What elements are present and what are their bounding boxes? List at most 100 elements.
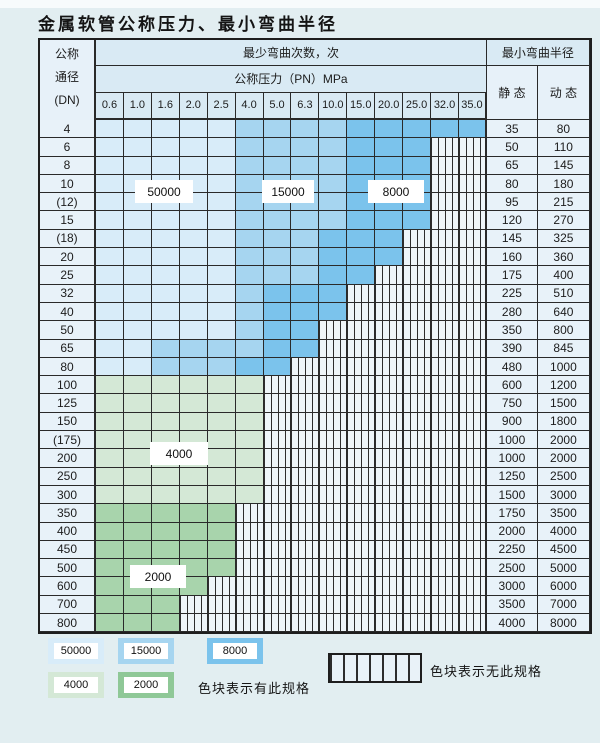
top-strip bbox=[0, 0, 600, 8]
spec-cell-50000 bbox=[151, 211, 180, 230]
static-radius-cell: 1500 bbox=[486, 485, 538, 505]
spec-cell-50000 bbox=[123, 211, 152, 230]
spec-cell-no-spec bbox=[431, 211, 459, 230]
dn-cell: 4 bbox=[40, 120, 96, 139]
spec-cell-4000 bbox=[207, 394, 236, 413]
spec-cell-2000 bbox=[179, 522, 208, 541]
spec-cell-no-spec bbox=[319, 540, 348, 560]
spec-cell-15000 bbox=[263, 248, 292, 267]
spec-cell-50000 bbox=[179, 229, 208, 249]
dn-cell: 50 bbox=[40, 321, 96, 340]
pressure-col-header: 5.0 bbox=[263, 93, 292, 120]
spec-cell-2000 bbox=[151, 522, 180, 541]
spec-cell-no-spec bbox=[319, 394, 348, 413]
spec-cell-15000 bbox=[235, 248, 264, 267]
spec-cell-no-spec bbox=[263, 577, 292, 596]
spec-cell-15000 bbox=[291, 229, 320, 249]
spec-cell-no-spec bbox=[179, 595, 208, 615]
spec-cell-4000 bbox=[235, 467, 264, 486]
spec-cell-4000 bbox=[235, 376, 264, 395]
static-radius-cell: 145 bbox=[486, 229, 538, 249]
spec-cell-8000 bbox=[347, 156, 376, 175]
spec-cell-50000 bbox=[123, 229, 152, 249]
spec-cell-15000 bbox=[235, 284, 264, 303]
spec-cell-no-spec bbox=[319, 577, 348, 596]
dynamic-radius-cell: 845 bbox=[537, 339, 590, 358]
spec-cell-2000 bbox=[207, 540, 236, 560]
header-static: 静 态 bbox=[486, 66, 538, 120]
spec-cell-2000 bbox=[96, 559, 124, 578]
spec-cell-no-spec bbox=[235, 522, 264, 541]
spec-cell-no-spec bbox=[375, 449, 404, 468]
spec-cell-15000 bbox=[235, 339, 264, 358]
spec-cell-15000 bbox=[291, 156, 320, 175]
spec-cell-no-spec bbox=[235, 504, 264, 523]
legend-swatch-15000: 15000 bbox=[118, 638, 174, 664]
spec-cell-no-spec bbox=[403, 302, 432, 322]
spec-cell-50000 bbox=[207, 248, 236, 267]
spec-cell-2000 bbox=[96, 504, 124, 523]
spec-cell-50000 bbox=[123, 138, 152, 157]
spec-cell-no-spec bbox=[291, 540, 320, 560]
spec-cell-no-spec bbox=[179, 614, 208, 633]
static-radius-cell: 1000 bbox=[486, 449, 538, 468]
spec-cell-no-spec bbox=[375, 412, 404, 432]
spec-cell-no-spec bbox=[319, 522, 348, 541]
dn-cell: 15 bbox=[40, 211, 96, 230]
static-radius-cell: 600 bbox=[486, 376, 538, 395]
spec-cell-4000 bbox=[151, 467, 180, 486]
spec-cell-2000 bbox=[96, 614, 124, 633]
pressure-col-header: 0.6 bbox=[96, 93, 124, 120]
spec-cell-no-spec bbox=[431, 266, 459, 285]
spec-cell-50000 bbox=[123, 156, 152, 175]
dynamic-radius-cell: 8000 bbox=[537, 614, 590, 633]
spec-cell-no-spec bbox=[319, 357, 348, 377]
spec-cell-50000 bbox=[179, 321, 208, 340]
spec-cell-no-spec bbox=[347, 559, 376, 578]
spec-cell-15000 bbox=[263, 156, 292, 175]
spec-cell-no-spec bbox=[403, 614, 432, 633]
dn-cell: 300 bbox=[40, 485, 96, 505]
spec-cell-2000 bbox=[151, 504, 180, 523]
dynamic-radius-cell: 215 bbox=[537, 193, 590, 212]
spec-cell-no-spec bbox=[403, 376, 432, 395]
dynamic-radius-cell: 2000 bbox=[537, 431, 590, 450]
spec-cell-8000 bbox=[263, 321, 292, 340]
dynamic-radius-cell: 5000 bbox=[537, 559, 590, 578]
spec-cell-8000 bbox=[263, 339, 292, 358]
dn-cell: 700 bbox=[40, 595, 96, 615]
spec-cell-50000 bbox=[179, 138, 208, 157]
spec-cell-no-spec bbox=[403, 229, 432, 249]
spec-cell-no-spec bbox=[431, 467, 459, 486]
spec-cell-50000 bbox=[96, 266, 124, 285]
spec-cell-4000 bbox=[207, 376, 236, 395]
spec-cell-no-spec bbox=[458, 156, 487, 175]
spec-cell-4000 bbox=[235, 485, 264, 505]
spec-cell-no-spec bbox=[431, 156, 459, 175]
static-radius-cell: 1250 bbox=[486, 467, 538, 486]
spec-cell-8000 bbox=[375, 211, 404, 230]
legend-has-spec-text: 色块表示有此规格 bbox=[198, 681, 311, 696]
spec-cell-2000 bbox=[179, 504, 208, 523]
spec-cell-50000 bbox=[123, 302, 152, 322]
spec-cell-no-spec bbox=[319, 595, 348, 615]
spec-cell-2000 bbox=[123, 614, 152, 633]
spec-cell-2000 bbox=[207, 504, 236, 523]
dynamic-radius-cell: 4500 bbox=[537, 540, 590, 560]
spec-cell-no-spec bbox=[458, 412, 487, 432]
spec-cell-no-spec bbox=[375, 284, 404, 303]
spec-cell-4000 bbox=[151, 376, 180, 395]
dn-cell: 25 bbox=[40, 266, 96, 285]
spec-cell-50000 bbox=[123, 248, 152, 267]
pressure-col-header: 1.0 bbox=[123, 93, 152, 120]
spec-cell-50000 bbox=[96, 174, 124, 194]
dynamic-radius-cell: 180 bbox=[537, 174, 590, 194]
static-radius-cell: 2000 bbox=[486, 522, 538, 541]
legend-swatch-label: 8000 bbox=[213, 643, 257, 659]
dynamic-radius-cell: 6000 bbox=[537, 577, 590, 596]
spec-cell-no-spec bbox=[431, 174, 459, 194]
static-radius-cell: 95 bbox=[486, 193, 538, 212]
spec-cell-8000 bbox=[403, 138, 432, 157]
spec-cell-2000 bbox=[207, 559, 236, 578]
spec-cell-no-spec bbox=[263, 485, 292, 505]
